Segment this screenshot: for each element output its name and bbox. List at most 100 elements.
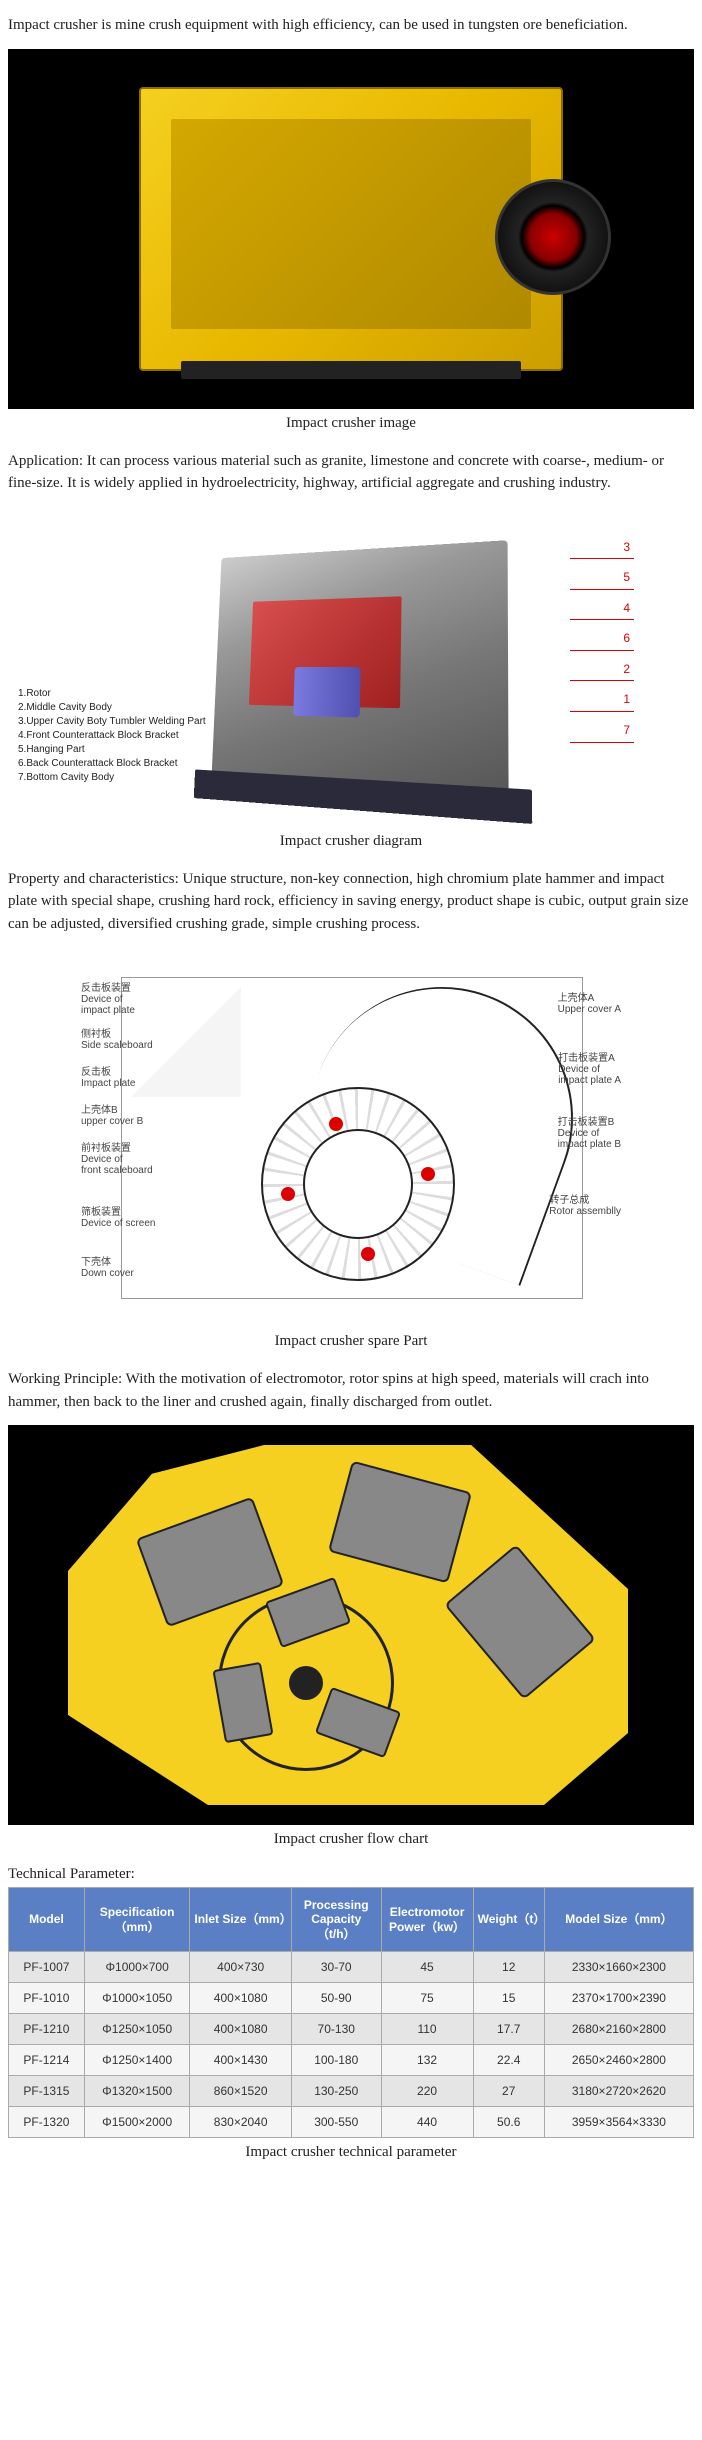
spare-red-4 — [421, 1167, 435, 1181]
figure-5-caption: Impact crusher technical parameter — [8, 2144, 694, 2161]
application-text: Application: It can process various mate… — [8, 450, 694, 495]
table-row: PF-1214Φ1250×1400400×1430100-18013222.42… — [9, 2045, 694, 2076]
base-shape — [181, 361, 521, 379]
intro-text: Impact crusher is mine crush equipment w… — [8, 14, 694, 37]
label-impact-plate-b: 打击板装置BDevice ofimpact plate B — [558, 1117, 621, 1150]
table-cell: 12 — [473, 1952, 544, 1983]
label-upper-cover-b: 上壳体Bupper cover B — [81, 1105, 143, 1127]
part-4: 4.Front Counterattack Block Bracket — [18, 729, 206, 743]
table-cell: 30-70 — [291, 1952, 381, 1983]
figure-4: Impact crusher flow chart — [8, 1425, 694, 1848]
table-cell: 220 — [381, 2076, 473, 2107]
table-cell: 17.7 — [473, 2014, 544, 2045]
table-row: PF-1315Φ1320×1500860×1520130-25022027318… — [9, 2076, 694, 2107]
part-5: 5.Hanging Part — [18, 743, 206, 757]
table-cell: 400×1080 — [190, 1983, 292, 2014]
table-cell: Φ1250×1400 — [84, 2045, 189, 2076]
figure-2-caption: Impact crusher diagram — [8, 833, 694, 850]
flow-rotor-shape — [218, 1595, 394, 1771]
th-model: Model — [9, 1888, 85, 1952]
diagram-parts-list: 1.Rotor 2.Middle Cavity Body 3.Upper Cav… — [18, 687, 206, 785]
table-cell: 2650×2460×2800 — [544, 2045, 693, 2076]
table-cell: 2680×2160×2800 — [544, 2014, 693, 2045]
table-cell: 75 — [381, 1983, 473, 2014]
table-cell: 132 — [381, 2045, 473, 2076]
table-body: PF-1007Φ1000×700400×73030-7045122330×166… — [9, 1952, 694, 2138]
technical-parameter-table: Model Specification（mm） Inlet Size（mm） P… — [8, 1887, 694, 2138]
table-cell: PF-1214 — [9, 2045, 85, 2076]
figure-2: 3546217 1.Rotor 2.Middle Cavity Body 3.U… — [8, 507, 694, 850]
table-cell: PF-1320 — [9, 2107, 85, 2138]
impact-crusher-image — [8, 49, 694, 409]
table-cell: PF-1210 — [9, 2014, 85, 2045]
label-rotor-assembly: 转子总成Rotor assemblly — [549, 1195, 621, 1217]
spare-rotor-circle — [261, 1087, 455, 1281]
table-cell: 110 — [381, 2014, 473, 2045]
table-row: PF-1007Φ1000×700400×73030-7045122330×166… — [9, 1952, 694, 1983]
label-front-scaleboard: 前衬板装置Device offront scaleboard — [81, 1143, 153, 1176]
th-weight: Weight（t） — [473, 1888, 544, 1952]
table-cell: 50-90 — [291, 1983, 381, 2014]
label-impact-plate-a: 打击板装置ADevice ofimpact plate A — [558, 1053, 621, 1086]
figure-3: 反击板装置Device ofimpact plate 侧衬板Side scale… — [8, 947, 694, 1350]
cutaway-shape — [211, 540, 508, 799]
table-cell: 860×1520 — [190, 2076, 292, 2107]
table-cell: 2330×1660×2300 — [544, 1952, 693, 1983]
table-cell: 130-250 — [291, 2076, 381, 2107]
th-spec: Specification（mm） — [84, 1888, 189, 1952]
figure-1: Impact crusher image — [8, 49, 694, 432]
table-cell: 45 — [381, 1952, 473, 1983]
table-cell: PF-1315 — [9, 2076, 85, 2107]
callout-numbers: 3546217 — [570, 537, 634, 751]
table-cell: 70-130 — [291, 2014, 381, 2045]
table-cell: Φ1320×1500 — [84, 2076, 189, 2107]
table-row: PF-1210Φ1250×1050400×108070-13011017.726… — [9, 2014, 694, 2045]
figure-3-caption: Impact crusher spare Part — [8, 1333, 694, 1350]
table-cell: 2370×1700×2390 — [544, 1983, 693, 2014]
label-side-scaleboard: 侧衬板Side scaleboard — [81, 1029, 153, 1051]
th-size: Model Size（mm） — [544, 1888, 693, 1952]
label-impact-plate: 反击板Impact plate — [81, 1067, 135, 1089]
table-cell: 50.6 — [473, 2107, 544, 2138]
table-cell: 300-550 — [291, 2107, 381, 2138]
table-cell: 27 — [473, 2076, 544, 2107]
spare-red-1 — [329, 1117, 343, 1131]
table-row: PF-1320Φ1500×2000830×2040300-55044050.63… — [9, 2107, 694, 2138]
table-cell: PF-1007 — [9, 1952, 85, 1983]
table-row: PF-1010Φ1000×1050400×108050-9075152370×1… — [9, 1983, 694, 2014]
table-cell: 15 — [473, 1983, 544, 2014]
table-cell: Φ1250×1050 — [84, 2014, 189, 2045]
technical-parameter-label: Technical Parameter: — [8, 1866, 694, 1883]
label-screen-device: 筛板装置Device of screen — [81, 1207, 155, 1229]
spare-part-diagram: 反击板装置Device ofimpact plate 侧衬板Side scale… — [81, 947, 621, 1327]
figure-4-caption: Impact crusher flow chart — [8, 1831, 694, 1848]
th-cap: Processing Capacity（t/h） — [291, 1888, 381, 1952]
table-cell: 440 — [381, 2107, 473, 2138]
figure-1-caption: Impact crusher image — [8, 415, 694, 432]
table-cell: 100-180 — [291, 2045, 381, 2076]
flywheel-shape — [495, 179, 611, 295]
table-cell: 400×730 — [190, 1952, 292, 1983]
part-6: 6.Back Counterattack Block Bracket — [18, 757, 206, 771]
table-head: Model Specification（mm） Inlet Size（mm） P… — [9, 1888, 694, 1952]
table-cell: Φ1000×700 — [84, 1952, 189, 1983]
working-text: Working Principle: With the motivation o… — [8, 1368, 694, 1413]
table-cell: 400×1080 — [190, 2014, 292, 2045]
part-3: 3.Upper Cavity Boty Tumbler Welding Part — [18, 715, 206, 729]
part-7: 7.Bottom Cavity Body — [18, 771, 206, 785]
machine-body-shape — [139, 87, 563, 371]
table-cell: 22.4 — [473, 2045, 544, 2076]
property-text: Property and characteristics: Unique str… — [8, 868, 694, 936]
table-cell: PF-1010 — [9, 1983, 85, 2014]
th-inlet: Inlet Size（mm） — [190, 1888, 292, 1952]
th-power: Electromotor Power（kw） — [381, 1888, 473, 1952]
blade-3 — [315, 1687, 401, 1758]
rotor-center — [289, 1666, 323, 1700]
table-cell: 830×2040 — [190, 2107, 292, 2138]
table-cell: Φ1000×1050 — [84, 1983, 189, 2014]
table-cell: 400×1430 — [190, 2045, 292, 2076]
table-cell: Φ1500×2000 — [84, 2107, 189, 2138]
flow-chart-diagram — [8, 1425, 694, 1825]
label-down-cover: 下壳体Down cover — [81, 1257, 134, 1279]
table-cell: 3180×2720×2620 — [544, 2076, 693, 2107]
